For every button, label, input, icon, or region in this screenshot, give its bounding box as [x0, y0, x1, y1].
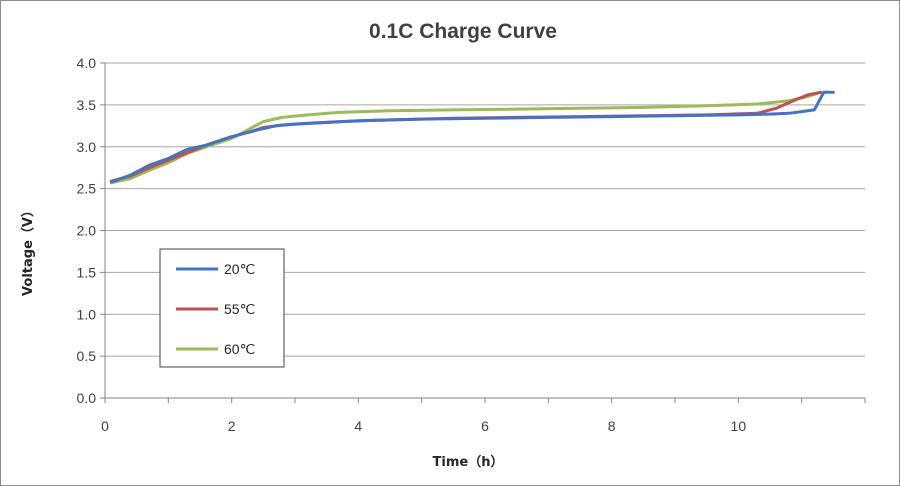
x-tick-label: 10 — [731, 418, 747, 434]
x-tick-label: 2 — [228, 418, 236, 434]
x-tick-label: 8 — [608, 418, 616, 434]
legend-item-60c: 60℃ — [176, 341, 255, 357]
chart-title: 0.1C Charge Curve — [369, 20, 557, 43]
x-tick-label: 6 — [481, 418, 489, 434]
y-tick-label: 3.0 — [77, 139, 97, 155]
series-lines — [109, 90, 835, 185]
legend-item-20c: 20℃ — [176, 261, 255, 277]
x-tick-label: 0 — [101, 418, 109, 434]
series-line-20℃ — [109, 90, 835, 184]
y-tick-labels: 0.0 0.5 1.0 1.5 2.0 2.5 3.0 3.5 4.0 — [77, 55, 97, 406]
series-line-60℃ — [109, 90, 823, 185]
x-tick-label: 4 — [354, 418, 362, 434]
axes — [100, 62, 866, 403]
y-tick-label: 4.0 — [77, 55, 97, 71]
x-axis-label: Time（h） — [433, 454, 504, 470]
y-axis-label: Voltage（V） — [20, 204, 36, 296]
y-tick-label: 2.5 — [77, 181, 97, 197]
y-tick-label: 0.0 — [77, 390, 97, 406]
legend-label-60c: 60℃ — [224, 341, 255, 357]
y-tick-label: 1.5 — [77, 264, 97, 280]
legend-label-20c: 20℃ — [224, 261, 255, 277]
legend-label-55c: 55℃ — [224, 301, 255, 317]
legend-item-55c: 55℃ — [176, 301, 255, 317]
x-tick-labels: 0 2 4 6 8 10 — [101, 418, 746, 434]
y-tick-label: 2.0 — [77, 223, 97, 239]
y-tick-label: 0.5 — [77, 348, 97, 364]
y-tick-label: 1.0 — [77, 306, 97, 322]
legend: 20℃ 55℃ 60℃ — [159, 248, 285, 368]
y-tick-label: 3.5 — [77, 97, 97, 113]
